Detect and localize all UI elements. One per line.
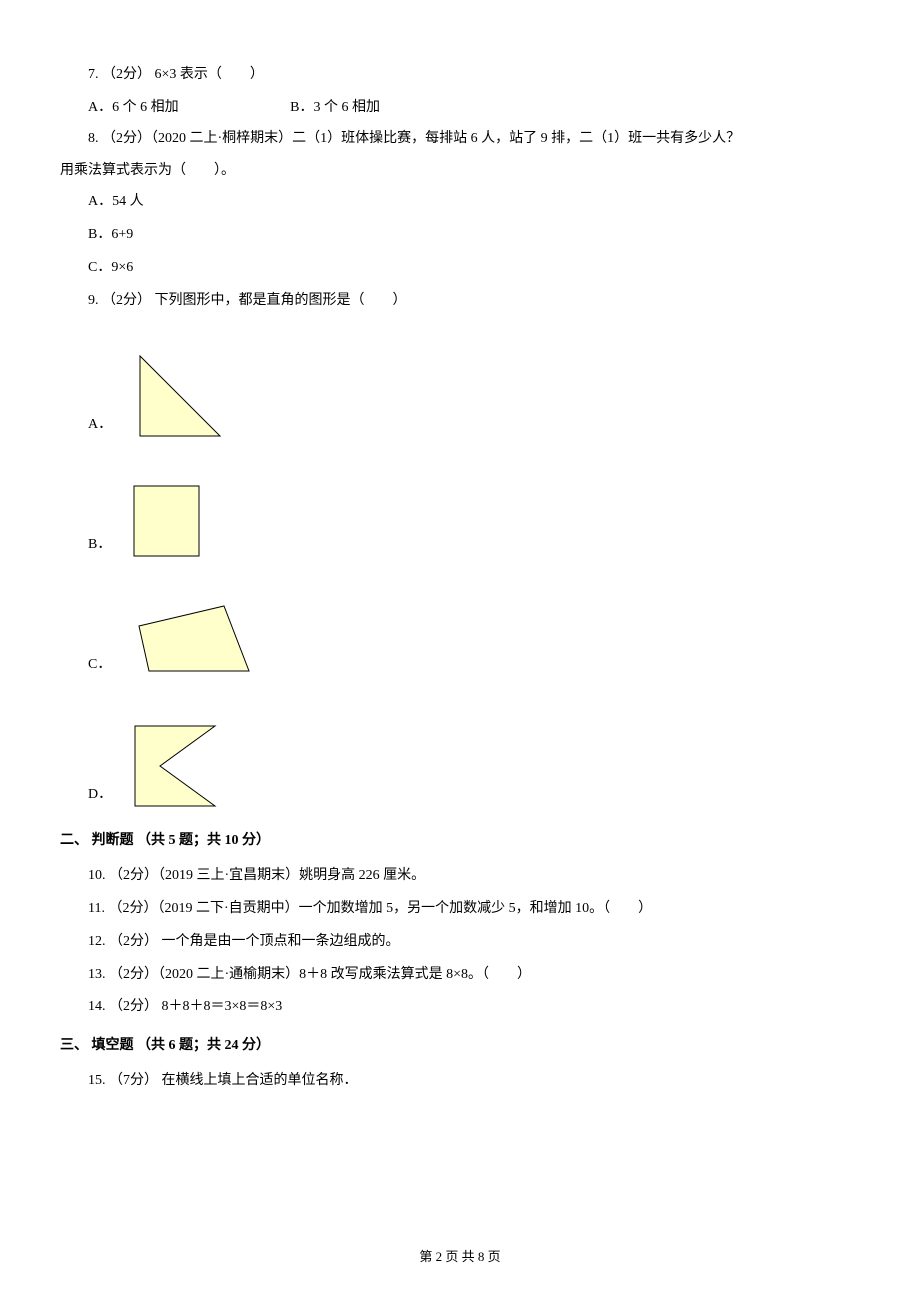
question-12-text: 12. （2分） 一个角是由一个顶点和一条边组成的。 bbox=[60, 927, 860, 958]
q8-option-a: A．54 人 bbox=[60, 187, 860, 218]
q9-option-d-label: D． bbox=[88, 780, 112, 817]
shape-triangle-icon bbox=[120, 346, 230, 446]
question-11-text: 11. （2分）（2019 二下·自贡期中）一个加数增加 5，另一个加数减少 5… bbox=[60, 894, 860, 925]
q7-option-b: B．3 个 6 相加 bbox=[262, 93, 380, 124]
question-8-text-1: 8. （2分）（2020 二上·桐梓期末）二（1）班体操比赛，每排站 6 人，站… bbox=[60, 124, 860, 155]
shape-square-icon bbox=[119, 476, 209, 566]
q8-option-b: B．6+9 bbox=[60, 220, 860, 251]
page-footer: 第 2 页 共 8 页 bbox=[0, 1243, 920, 1272]
q9-option-c-label: C． bbox=[88, 650, 111, 687]
q7-option-a: A．6 个 6 相加 bbox=[88, 100, 179, 115]
question-7-text: 7. （2分） 6×3 表示（ ） bbox=[60, 60, 860, 91]
q9-option-b-label: B． bbox=[88, 530, 111, 567]
question-14-text: 14. （2分） 8＋8＋8＝3×8＝8×3 bbox=[60, 992, 860, 1023]
shape-concave-pentagon-icon bbox=[120, 716, 230, 816]
question-13-text: 13. （2分）（2020 二上·通榆期末）8＋8 改写成乘法算式是 8×8。（… bbox=[60, 960, 860, 991]
q8-option-c: C．9×6 bbox=[60, 253, 860, 284]
section-2-header: 二、 判断题 （共 5 题；共 10 分） bbox=[60, 826, 860, 857]
section-3-header: 三、 填空题 （共 6 题；共 24 分） bbox=[60, 1031, 860, 1062]
question-9-text: 9. （2分） 下列图形中，都是直角的图形是（ ） bbox=[60, 286, 860, 317]
question-8-text-2: 用乘法算式表示为（ ）。 bbox=[60, 156, 860, 187]
question-15-text: 15. （7分） 在横线上填上合适的单位名称． bbox=[60, 1066, 860, 1097]
q9-option-a-label: A． bbox=[88, 410, 112, 447]
shape-quadrilateral-icon bbox=[119, 596, 259, 686]
question-10-text: 10. （2分）（2019 三上·宜昌期末）姚明身高 226 厘米。 bbox=[60, 861, 860, 892]
